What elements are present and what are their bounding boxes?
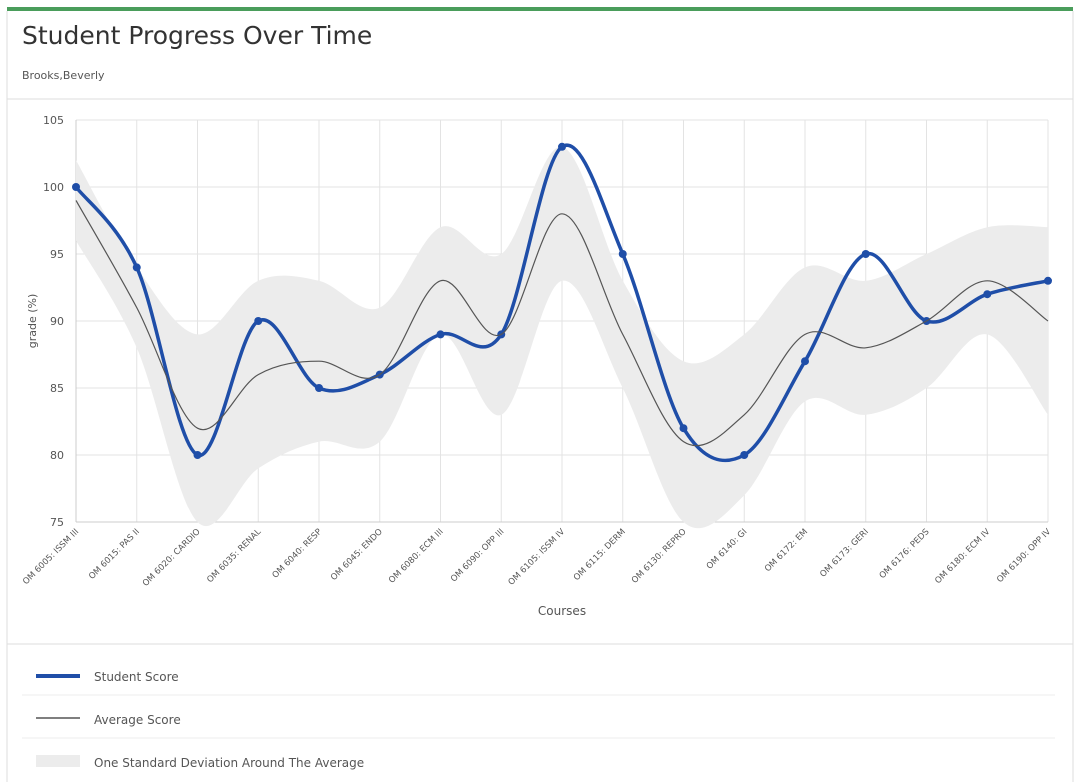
legend-swatch bbox=[36, 755, 80, 767]
top-bar bbox=[7, 7, 1073, 11]
y-tick-label: 90 bbox=[50, 315, 64, 328]
x-tick-label: OM 6105: ISSM IV bbox=[507, 527, 568, 588]
data-point bbox=[558, 142, 566, 151]
y-tick-label: 105 bbox=[43, 114, 64, 127]
x-tick-label: OM 6090: OPP III bbox=[449, 527, 506, 584]
data-point bbox=[132, 263, 141, 272]
data-point bbox=[1044, 276, 1052, 285]
x-tick-label: OM 6045: ENDO bbox=[329, 527, 385, 583]
x-tick-label: OM 6140: GI bbox=[705, 527, 750, 572]
y-tick-label: 85 bbox=[50, 382, 64, 395]
chart-title: Student Progress Over Time bbox=[22, 21, 372, 50]
data-point bbox=[861, 250, 870, 258]
data-point bbox=[72, 183, 80, 191]
x-tick-label: OM 6080: ECM III bbox=[387, 527, 446, 586]
y-tick-label: 80 bbox=[50, 449, 64, 462]
x-tick-label: OM 6173: GERI bbox=[818, 527, 871, 580]
plot: 75 80 85 90 95 100 105 OM 6005: ISSM III OM 6015… bbox=[21, 114, 1053, 589]
legend-label: Student Score bbox=[94, 670, 179, 684]
legend-label: Average Score bbox=[94, 713, 181, 727]
data-point bbox=[315, 384, 323, 392]
y-tick-label: 95 bbox=[50, 248, 64, 261]
subtitle: Brooks,Beverly bbox=[22, 69, 105, 82]
y-tick-label: 100 bbox=[43, 181, 64, 194]
data-point bbox=[740, 451, 749, 459]
x-tick-label: OM 6005: ISSM III bbox=[21, 527, 81, 587]
x-tick-label: OM 6176: PEDS bbox=[878, 527, 932, 581]
data-point bbox=[618, 250, 627, 258]
data-point bbox=[254, 317, 263, 325]
x-tick-label: OM 6172: EM bbox=[763, 527, 810, 574]
x-tick-label: OM 6040: RESP bbox=[271, 527, 325, 581]
x-tick-label: OM 6190: OPP IV bbox=[995, 527, 1053, 585]
x-tick-label: OM 6020: CARDIO bbox=[141, 527, 203, 589]
data-point bbox=[801, 357, 809, 366]
legend-label: One Standard Deviation Around The Averag… bbox=[94, 756, 364, 770]
series-line bbox=[74, 143, 1049, 463]
x-tick-label: OM 6015: PAS II bbox=[87, 527, 142, 582]
x-tick-label: OM 6180: ECM IV bbox=[933, 527, 992, 586]
y-axis-label: grade (%) bbox=[26, 294, 39, 349]
sd-band bbox=[76, 146, 1048, 529]
series-line bbox=[75, 200, 1049, 447]
data-point bbox=[679, 424, 688, 433]
data-point bbox=[193, 451, 202, 459]
legend: Student Score Average Score One Standard… bbox=[22, 670, 1055, 770]
data-point bbox=[436, 330, 445, 339]
x-tick-label: OM 6035: RENAL bbox=[205, 527, 263, 585]
x-tick-label: OM 6130: REPRO bbox=[630, 527, 689, 586]
y-tick-label: 75 bbox=[50, 516, 64, 529]
data-point bbox=[983, 290, 992, 299]
x-axis-label: Courses bbox=[538, 604, 586, 618]
x-tick-label: OM 6115: DERM bbox=[572, 527, 628, 583]
